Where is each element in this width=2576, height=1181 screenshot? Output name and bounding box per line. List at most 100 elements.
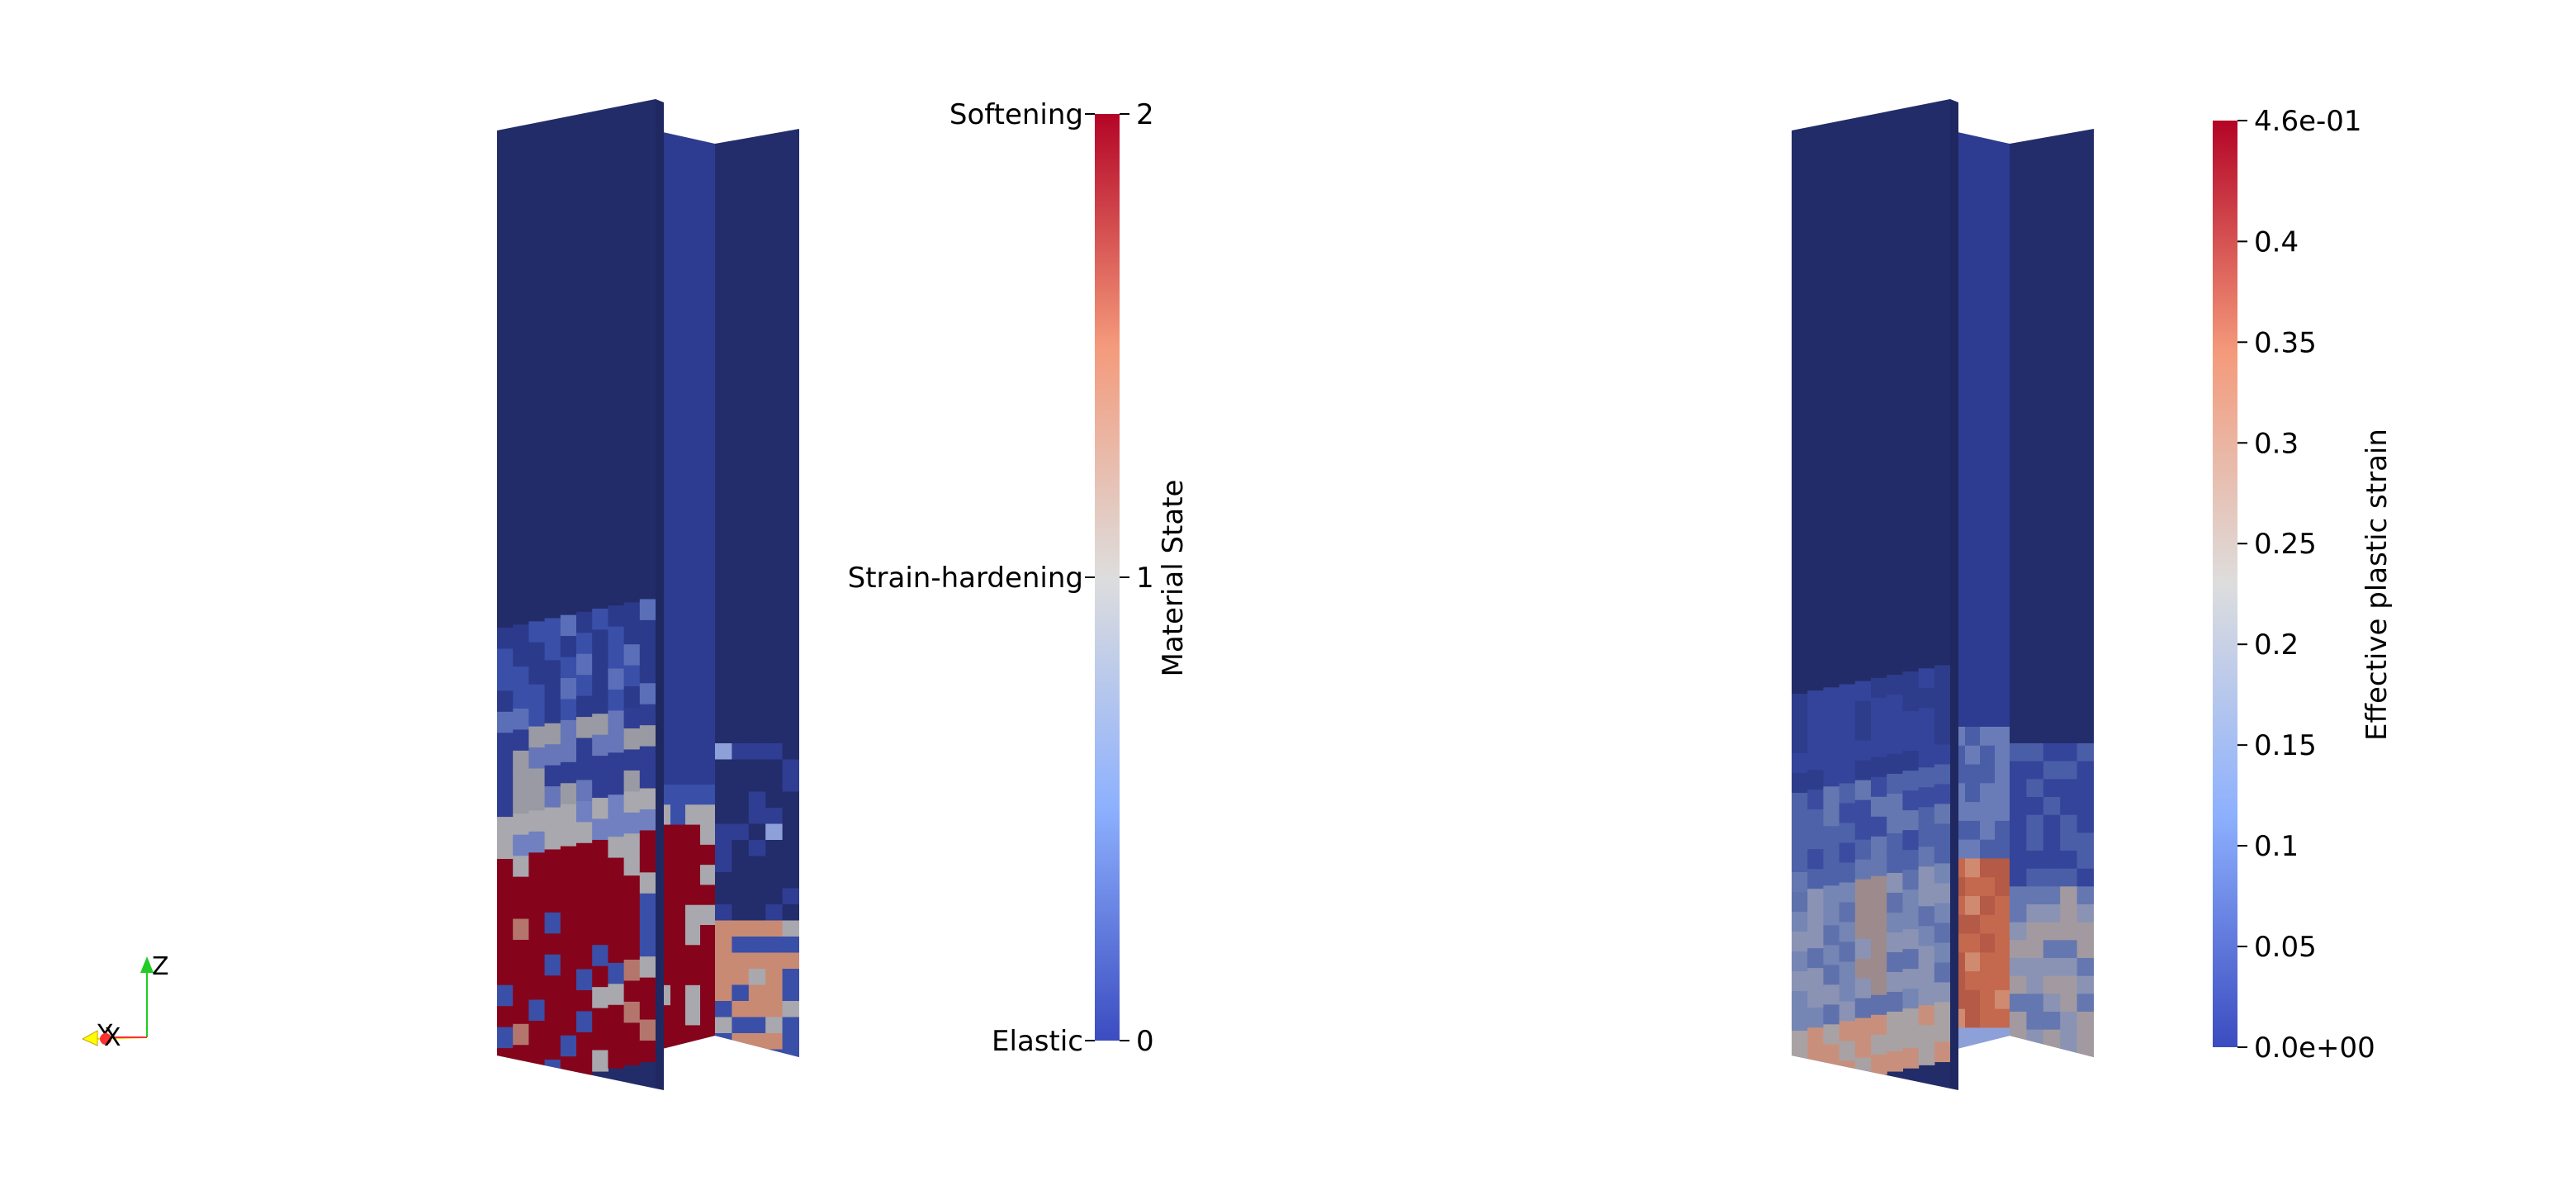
- mesh-element: [2026, 761, 2044, 780]
- mesh-element: [765, 856, 784, 873]
- mesh-element: [2043, 922, 2061, 941]
- mesh-element: [1792, 932, 1808, 952]
- mesh-element: [2026, 797, 2044, 816]
- mesh-element: [1902, 969, 1920, 989]
- mesh-element: [1902, 1048, 1920, 1069]
- mesh-element: [715, 840, 732, 857]
- mesh-element: [544, 912, 561, 934]
- mesh-element: [715, 969, 732, 986]
- mesh-element: [2043, 886, 2061, 905]
- mesh-element: [576, 800, 593, 823]
- mesh-element: [732, 904, 750, 922]
- mesh-element: [576, 822, 593, 844]
- mesh-element: [1965, 933, 1981, 953]
- mesh-element: [2076, 904, 2094, 923]
- mesh-element: [623, 770, 641, 792]
- mesh-element: [1792, 912, 1808, 932]
- mesh-element: [1965, 820, 1981, 841]
- mesh-element: [685, 844, 701, 866]
- mesh-element: [715, 743, 732, 761]
- mesh-element: [1934, 1041, 1950, 1063]
- mesh-element: [608, 941, 625, 964]
- mesh-element: [685, 984, 701, 1006]
- mesh-element: [560, 783, 577, 805]
- mesh-element: [1823, 965, 1840, 985]
- mesh-element: [1918, 1025, 1935, 1046]
- mesh-element: [528, 726, 546, 748]
- y-axis-arrow: [81, 1030, 98, 1046]
- mesh-element: [608, 879, 625, 901]
- mesh-element: [2060, 832, 2078, 851]
- mesh-element: [513, 645, 529, 667]
- mesh-element: [1871, 935, 1887, 956]
- mesh-element: [592, 903, 608, 925]
- mesh-element: [623, 623, 641, 645]
- mesh-element: [1807, 829, 1824, 850]
- mesh-element: [670, 804, 686, 826]
- mesh-element: [592, 1050, 608, 1072]
- mesh-element: [715, 1017, 732, 1034]
- mesh-element: [639, 977, 656, 999]
- colorbar-tick-label: 0.15: [2254, 729, 2317, 762]
- mesh-element: [1807, 948, 1824, 969]
- mesh-element: [544, 933, 561, 956]
- mesh-element: [592, 629, 608, 652]
- mesh-element: [544, 1017, 561, 1040]
- mesh-element: [1980, 877, 1996, 897]
- mesh-element: [592, 965, 608, 988]
- mesh-element: [623, 602, 641, 624]
- mesh-element: [1792, 1011, 1808, 1032]
- mesh-element: [1980, 971, 1996, 991]
- mesh-element: [497, 880, 514, 902]
- mesh-element: [2026, 868, 2044, 887]
- mesh-element: [2076, 1012, 2094, 1031]
- mesh-element: [576, 653, 593, 676]
- mesh-element: [1792, 753, 1808, 774]
- mesh-element: [732, 952, 750, 970]
- mesh-element: [623, 854, 641, 876]
- mesh-element: [528, 979, 546, 1001]
- mesh-element: [1934, 903, 1950, 924]
- colorbar-gradient: [1095, 114, 1120, 1041]
- mesh-element: [1902, 909, 1920, 930]
- mesh-element: [623, 812, 641, 834]
- mesh-element: [732, 743, 750, 761]
- mesh-element: [497, 942, 514, 965]
- mesh-element: [1918, 668, 1935, 689]
- mesh-element: [1965, 727, 1981, 747]
- mesh-element: [513, 856, 529, 878]
- mesh-element: [1871, 1054, 1887, 1075]
- mesh-element: [670, 885, 686, 906]
- mesh-element: [513, 876, 529, 899]
- mesh-element: [1839, 723, 1856, 745]
- colorbar-tick-label: 0.3: [2254, 427, 2299, 460]
- mesh-element: [1995, 1046, 2010, 1051]
- mesh-element: [1918, 1045, 1935, 1065]
- mesh-element: [1902, 949, 1920, 970]
- mesh-element: [2010, 851, 2027, 870]
- mesh-element: [528, 810, 546, 832]
- material-state-colorbar: 2 Softening 1 Strain-hardening 0 Elastic Mate…: [848, 98, 1190, 1058]
- mesh-element: [670, 785, 686, 805]
- mesh-element: [2060, 975, 2078, 994]
- mesh-element: [1792, 872, 1808, 893]
- mesh-element: [700, 904, 715, 926]
- mesh-element: [1871, 856, 1887, 877]
- mesh-element: [1887, 971, 1903, 993]
- mesh-element: [2010, 958, 2027, 977]
- mesh-element: [528, 937, 546, 959]
- mesh-element: [497, 628, 514, 650]
- mesh-element: [528, 747, 546, 770]
- mesh-element: [1823, 747, 1840, 767]
- mesh-element: [1965, 1027, 1981, 1047]
- mesh-element: [1807, 1008, 1824, 1028]
- colorbar-tick-label: 0.25: [2254, 528, 2317, 561]
- mesh-element: [639, 1019, 656, 1041]
- mesh-element: [1995, 971, 2010, 991]
- mesh-element: [748, 1033, 766, 1051]
- mesh-element: [608, 731, 625, 753]
- mesh-element: [639, 767, 656, 790]
- mesh-element: [639, 809, 656, 832]
- mesh-element: [608, 752, 625, 775]
